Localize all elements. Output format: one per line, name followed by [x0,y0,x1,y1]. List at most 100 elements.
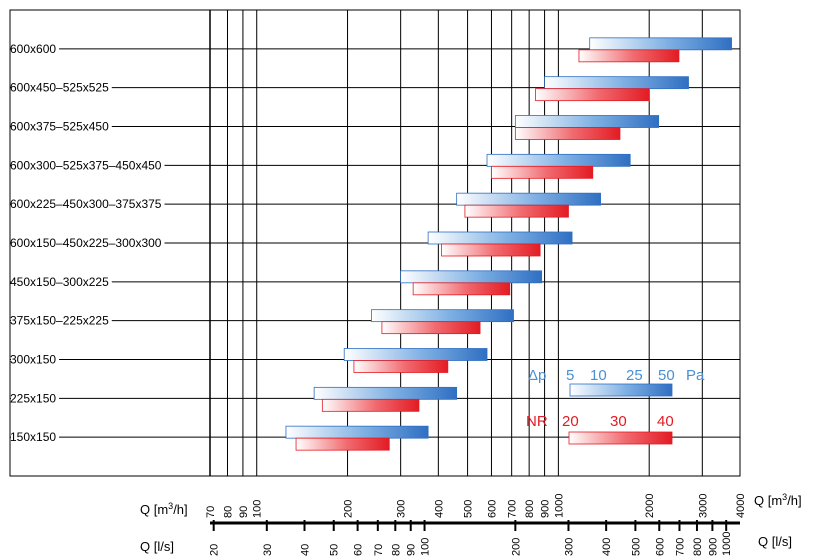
legend-dp-value: 50 [658,367,675,384]
bar-nr [353,360,449,373]
bar-dp [544,76,689,90]
x-axis-m3h-label-right: Q [m3/h] [754,492,802,508]
x-tick-label-ls: 50 [329,544,341,556]
x-axis-m3h-label-left: Q [m3/h] [140,501,188,517]
x-tick-label-m3h: 900 [540,500,552,518]
x-tick-label-m3h: 3000 [697,494,709,518]
x-tick-label-m3h: 500 [463,500,475,518]
x-tick-label-ls: 20 [209,544,221,556]
legend-nr-value: 40 [657,413,674,430]
legend-dp-value: 5 [566,367,574,384]
category-label: 600x450–525x525 [10,81,109,95]
category-label-bg [11,235,165,251]
bar-dp [343,348,488,361]
x-tick-label-ls: 70 [373,544,385,556]
category-label: 150x150 [10,430,56,444]
bar-nr [381,321,481,335]
x-tick-label-m3h: 600 [486,500,498,518]
category-label-bg [11,157,165,174]
bar-nr [578,49,680,63]
bars [285,37,732,451]
bar-nr [535,88,650,102]
legend-nr-swatch [568,431,673,445]
x-tick-label-m3h: 1000 [553,494,565,518]
category-label: 600x375–525x450 [10,120,109,134]
legend-nr-value: 30 [610,413,627,430]
x-tick-label-ls: 800 [692,538,704,556]
legend-dp-unit: Pa [686,367,705,384]
category-label: 450x150–300x225 [10,275,109,289]
bar-dp [313,386,458,400]
x-tick-label-m3h: 70 [205,506,217,518]
x-tick-label-ls: 400 [601,538,613,556]
category-label-bg [11,79,112,96]
x-tick-label-ls: 90 [406,544,418,556]
x-tick-label-ls: 80 [390,544,402,556]
x-axis-ls-label-right: Q [l/s] [758,534,792,549]
x-tick-label-ls: 200 [510,538,522,556]
legend-nr-label: NR [526,413,548,430]
category-labels: 600x600 600x450–525x525 600x375–525x450 600… [10,40,165,446]
bar-nr [464,204,569,218]
bar-nr [321,398,420,412]
category-label: 300x150 [10,353,56,367]
category-label-bg [11,273,112,290]
category-label: 600x225–450x300–375x375 [10,197,162,211]
bar-dp [589,37,732,51]
x-tick-label-m3h: 800 [524,500,536,518]
x-tick-label-ls: 300 [563,538,575,556]
bar-nr [295,437,390,451]
bar-dp [514,115,660,128]
x-tick-label-ls: 900 [707,538,719,556]
x-tick-label-m3h: 90 [238,506,250,518]
x-tick-label-m3h: 100 [252,500,264,518]
category-label: 600x300–525x375–450x450 [10,158,162,172]
category-label-bg [11,390,60,407]
category-label: 600x150–450x225–300x300 [10,236,162,250]
legend: Δp 5 10 25 50 Pa NR 20 30 40 [526,367,705,445]
bar-nr [441,243,541,257]
x-tick-label-m3h: 700 [507,500,519,518]
x-tick-label-m3h: 300 [396,500,408,518]
x-tick-label-m3h: 200 [343,500,355,518]
x-tick-label-m3h: 2000 [644,494,656,518]
x-axis-m3h: Q [m3/h] Q [m3/h] 70 80 90 100 200 300 400 500 6… [140,492,802,518]
x-tick-label-ls: 1000 [721,532,733,556]
x-tick-label-ls: 600 [654,538,666,556]
category-label-bg [11,118,112,135]
x-tick-label-ls: 500 [630,538,642,556]
bar-dp [456,192,601,206]
bar-nr [412,282,511,296]
x-tick-label-m3h: 400 [433,500,445,518]
bar-dp [371,309,514,323]
x-tick-label-ls: 700 [674,538,686,556]
x-axis-ls: Q [l/s] Q [l/s] 20 30 40 50 60 70 80 90 100 200 30… [140,520,792,556]
category-label-bg [11,312,112,329]
legend-dp-value: 10 [590,367,607,384]
x-tick-label-ls: 30 [262,544,274,556]
bar-dp [486,153,631,167]
bar-dp [285,425,429,439]
category-label-bg [11,40,60,57]
legend-dp-value: 25 [626,367,643,384]
legend-dp-label: Δp [528,367,546,384]
x-axis-ls-label-left: Q [l/s] [140,539,174,554]
category-label-bg [11,196,165,213]
bar-dp [400,270,543,284]
legend-dp-swatch [569,383,673,397]
category-label: 375x150–225x225 [10,314,109,328]
x-tick-label-m3h: 80 [222,506,234,518]
x-tick-label-m3h: 4000 [735,494,747,518]
category-label: 225x150 [10,391,56,405]
x-tick-label-ls: 60 [353,544,365,556]
bar-nr [514,127,621,140]
category-label: 600x600 [10,42,56,56]
category-label-bg [11,429,60,446]
bar-dp [427,231,573,245]
category-label-bg [11,351,60,368]
x-tick-label-ls: 40 [299,544,311,556]
bar-nr [491,165,594,179]
legend-nr-value: 20 [562,413,579,430]
x-tick-label-ls: 100 [420,538,432,556]
